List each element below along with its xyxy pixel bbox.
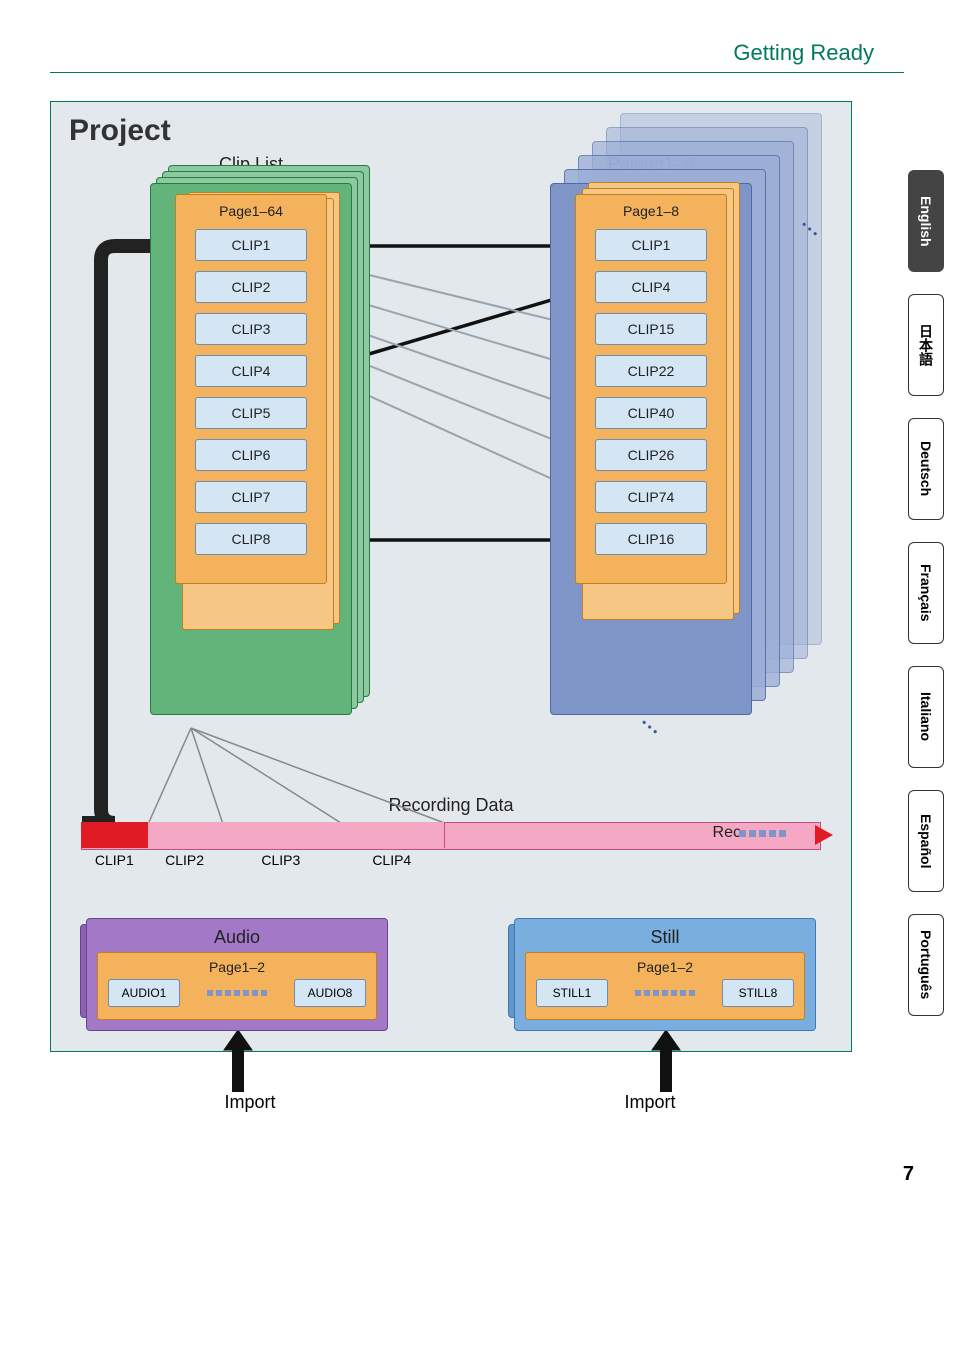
- palette-item: CLIP74: [595, 481, 707, 513]
- clip-list-item: CLIP4: [195, 355, 307, 387]
- palette-item: CLIP26: [595, 439, 707, 471]
- recording-segment-label: CLIP4: [340, 852, 444, 868]
- audio-page-label: Page1–2: [108, 959, 366, 975]
- audio-clip-last: AUDIO8: [294, 979, 366, 1007]
- clip-list-item: CLIP3: [195, 313, 307, 345]
- rec-label: Rec: [713, 824, 741, 842]
- clip-list-item: CLIP1: [195, 229, 307, 261]
- palette-item: CLIP40: [595, 397, 707, 429]
- palette-item: CLIP16: [595, 523, 707, 555]
- still-import-label: Import: [450, 1092, 850, 1113]
- language-tab-日本語[interactable]: 日本語: [908, 294, 944, 396]
- palette-item: CLIP1: [595, 229, 707, 261]
- palette-item: CLIP15: [595, 313, 707, 345]
- language-tabs: English 日本語 Deutsch Français Italiano Español…: [908, 170, 944, 1038]
- still-title: Still: [515, 927, 815, 948]
- palette-panel: Page1–8 CLIP1 CLIP4 CLIP15 CLIP22 CLIP40 CLIP…: [550, 183, 752, 715]
- clip-list-item: CLIP8: [195, 523, 307, 555]
- rec-dots-icon: [739, 830, 786, 837]
- still-clip-first: STILL1: [536, 979, 608, 1007]
- language-tab-português[interactable]: Português: [908, 914, 944, 1016]
- header-line: [50, 72, 904, 73]
- still-panel: Still Page1–2 STILL1 STILL8: [514, 918, 816, 1031]
- language-tab-español[interactable]: Español: [908, 790, 944, 892]
- language-tab-deutsch[interactable]: Deutsch: [908, 418, 944, 520]
- still-clip-last: STILL8: [722, 979, 794, 1007]
- dots-icon: [207, 990, 267, 996]
- clip-list-item: CLIP6: [195, 439, 307, 471]
- recording-data-label: Recording Data: [51, 795, 851, 816]
- recording-segment-label: CLIP3: [222, 852, 340, 868]
- clip-list-panel: Page1–64 CLIP1 CLIP2 CLIP3 CLIP4 CLIP5 CLIP6 C…: [150, 183, 352, 715]
- audio-title: Audio: [87, 927, 387, 948]
- rec-arrow-icon: [815, 825, 833, 845]
- audio-panel: Audio Page1–2 AUDIO1 AUDIO8: [86, 918, 388, 1031]
- audio-import-label: Import: [50, 1092, 450, 1113]
- clip-list-item: CLIP2: [195, 271, 307, 303]
- clip-list-page-label: Page1–64: [176, 203, 326, 219]
- dots-icon: [635, 990, 695, 996]
- clip-list-page: Page1–64 CLIP1 CLIP2 CLIP3 CLIP4 CLIP5 CLIP6 C…: [175, 194, 327, 584]
- palette-page: Page1–8 CLIP1 CLIP4 CLIP15 CLIP22 CLIP40 CLIP…: [575, 194, 727, 584]
- project-box: Project Clip List Page1–64 CLIP1CLIP2CLI…: [50, 101, 852, 1052]
- clip-list-item: CLIP5: [195, 397, 307, 429]
- still-page: Page1–2 STILL1 STILL8: [525, 952, 805, 1020]
- audio-page: Page1–2 AUDIO1 AUDIO8: [97, 952, 377, 1020]
- recording-bar: Rec: [81, 822, 821, 848]
- clip-list-item: CLIP7: [195, 481, 307, 513]
- palette-item: CLIP22: [595, 355, 707, 387]
- still-page-label: Page1–2: [536, 959, 794, 975]
- language-tab-italiano[interactable]: Italiano: [908, 666, 944, 768]
- recording-segment-label: CLIP1: [81, 852, 148, 868]
- palette-item: CLIP4: [595, 271, 707, 303]
- language-tab-français[interactable]: Français: [908, 542, 944, 644]
- header-title: Getting Ready: [50, 40, 914, 66]
- language-tab-english[interactable]: English: [908, 170, 944, 272]
- recording-segment-label: CLIP2: [148, 852, 222, 868]
- page-number: 7: [0, 1143, 954, 1186]
- palette-page-label: Page1–8: [576, 203, 726, 219]
- audio-clip-first: AUDIO1: [108, 979, 180, 1007]
